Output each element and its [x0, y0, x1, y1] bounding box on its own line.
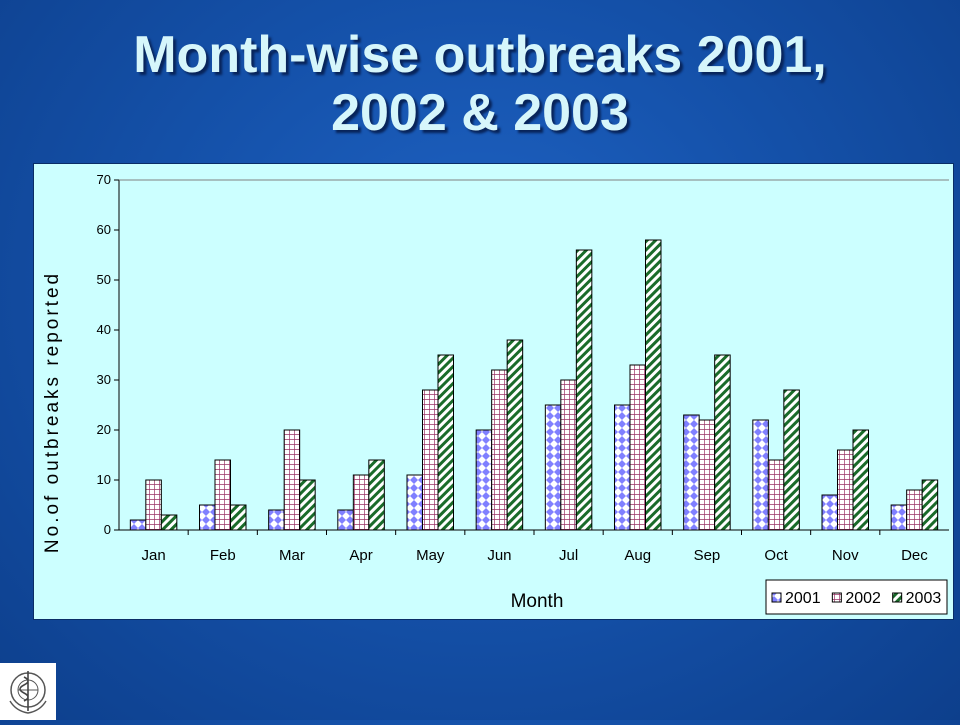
legend-swatch-2002 [831, 592, 842, 603]
slide-title-line-1: Month-wise outbreaks 2001, [133, 26, 827, 84]
bar-2002-may [422, 389, 439, 531]
bar-2003-feb [230, 504, 247, 531]
bar-2002-jun [491, 369, 508, 531]
bars [129, 239, 939, 531]
bar-2003-apr [368, 459, 385, 531]
bar-2003-mar [299, 479, 316, 531]
bar-2002-nov [837, 449, 854, 531]
y-tick-label: 20 [97, 422, 111, 437]
x-tick-label: Aug [624, 547, 651, 564]
bar-2001-mar [268, 509, 285, 531]
bar-2001-jan [129, 519, 147, 531]
bar-2002-jan [145, 479, 162, 531]
legend-swatch-2003 [892, 592, 903, 603]
x-tick-label: Jan [141, 547, 165, 564]
bar-2001-feb [199, 504, 216, 531]
x-tick-label: Mar [279, 547, 305, 564]
bar-2002-aug [629, 364, 646, 531]
x-tick-label: May [416, 547, 445, 564]
legend-label-2001: 2001 [785, 590, 821, 607]
y-tick-label: 60 [97, 222, 111, 237]
x-tick-label: Feb [210, 547, 236, 564]
y-tick-label: 10 [97, 472, 111, 487]
y-axis-title: No.of outbreaks reported [42, 271, 63, 553]
legend-label-2002: 2002 [845, 590, 881, 607]
bar-2001-jul [544, 404, 562, 531]
bar-2001-jun [475, 429, 493, 531]
bar-2003-dec [921, 479, 939, 531]
bar-2002-apr [352, 474, 370, 531]
x-axis-title: Month [511, 591, 564, 612]
slide-title: Month-wise outbreaks 2001, 2002 & 2003 [0, 26, 960, 142]
bar-2003-nov [852, 429, 869, 531]
bar-2003-jan [160, 514, 178, 531]
x-tick-label: Apr [349, 547, 372, 564]
bar-2003-jul [575, 249, 593, 531]
bar-2002-dec [906, 489, 923, 531]
y-tick-label: 0 [104, 522, 111, 537]
legend-swatch-2001 [771, 592, 782, 603]
bar-2001-aug [614, 404, 631, 531]
bar-2003-jun [506, 339, 524, 531]
bar-2001-may [406, 474, 423, 531]
bar-2001-sep [683, 414, 700, 531]
bar-2002-feb [214, 459, 231, 531]
x-tick-label: Oct [764, 547, 788, 564]
bar-2001-dec [890, 504, 908, 531]
axes [114, 179, 949, 535]
bar-2002-mar [283, 429, 301, 531]
y-tick-label: 70 [97, 172, 111, 187]
bar-2002-oct [767, 459, 785, 531]
x-tick-label: Nov [832, 547, 859, 564]
bar-2001-apr [337, 509, 354, 531]
who-emblem-icon [9, 671, 47, 714]
y-tick-label: 40 [97, 322, 111, 337]
legend-label-2003: 2003 [906, 590, 942, 607]
slide-title-line-2: 2002 & 2003 [331, 84, 629, 142]
who-logo [0, 663, 56, 720]
bar-2002-jul [560, 379, 577, 531]
bar-chart: 0 10 20 30 40 50 60 70 Jan Feb Mar Apr May Jun Jul Aug S… [42, 172, 949, 615]
x-tick-label: Jun [487, 547, 511, 564]
bar-2003-oct [783, 389, 800, 531]
bar-2003-may [437, 354, 454, 531]
y-tick-label: 30 [97, 372, 111, 387]
x-tick-label: Dec [901, 547, 928, 564]
x-tick-label: Sep [694, 547, 721, 564]
bar-2001-oct [752, 419, 769, 531]
chart-panel: 0 10 20 30 40 50 60 70 Jan Feb Mar Apr May Jun Jul Aug S… [33, 163, 954, 620]
bar-2003-aug [645, 239, 662, 531]
x-tick-label: Jul [559, 547, 578, 564]
legend: 2001 2002 2003 [765, 579, 948, 615]
y-tick-label: 50 [97, 272, 111, 287]
bar-2003-sep [714, 354, 731, 531]
legend-box [765, 579, 948, 615]
tick-labels: 0 10 20 30 40 50 60 70 Jan Feb Mar Apr May Jun Jul Aug S… [97, 172, 929, 564]
bar-2001-nov [821, 494, 838, 531]
bar-2002-sep [698, 419, 716, 531]
